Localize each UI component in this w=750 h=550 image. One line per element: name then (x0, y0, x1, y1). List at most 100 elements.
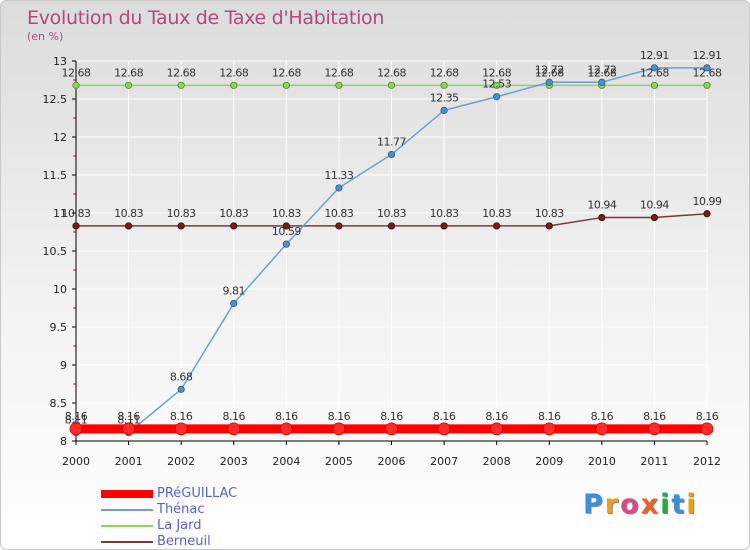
data-point-preguillac (700, 422, 714, 436)
x-tick-label: 2005 (325, 455, 353, 468)
data-point-thenac (703, 64, 711, 72)
label-layer: 8.16 8.16 8.16 8.16 8.16 8.16 8.16 8.16 8.16 8.16… (62, 49, 723, 427)
data-label-berneuil: 10.94 (640, 199, 669, 212)
legend-swatch-thenac (101, 509, 153, 511)
data-label-berneuil: 10.83 (62, 207, 91, 220)
data-point-preguillac (174, 422, 188, 436)
data-point-la-jard (282, 81, 290, 89)
data-point-la-jard (440, 81, 448, 89)
data-point-thenac (545, 78, 553, 86)
data-point-thenac (230, 299, 238, 308)
legend-swatch-la-jard (101, 525, 153, 527)
data-label-berneuil: 10.83 (167, 207, 196, 220)
brand-letter: x (640, 489, 661, 520)
chart-subtitle: (en %) (27, 30, 64, 43)
data-label-la-jard: 12.68 (377, 66, 406, 79)
data-point-la-jard (493, 81, 501, 89)
data-point-berneuil (598, 213, 606, 222)
brand-letter: t (671, 489, 687, 520)
grid-layer (75, 60, 708, 442)
data-point-la-jard (177, 81, 185, 89)
data-point-preguillac (595, 422, 609, 436)
y-tick-label: 13 (53, 55, 67, 68)
data-point-preguillac (648, 422, 661, 436)
data-point-preguillac (69, 422, 83, 436)
data-label-preguillac: 8.16 (223, 410, 246, 423)
data-point-thenac (598, 78, 606, 86)
x-tick-label: 2003 (220, 455, 248, 468)
legend-label-thenac: Thénac (157, 502, 205, 517)
legend-label-preguillac: PRéGUILLAC (157, 486, 238, 501)
x-tick-label: 2009 (535, 455, 563, 468)
data-label-berneuil: 10.83 (324, 207, 353, 220)
data-label-preguillac: 8.16 (485, 410, 508, 423)
data-label-berneuil: 10.83 (430, 207, 459, 220)
data-label-preguillac: 8.16 (643, 410, 666, 423)
data-point-preguillac (332, 422, 346, 436)
data-point-la-jard (72, 81, 80, 89)
brand-letter: i (660, 489, 672, 520)
data-label-la-jard: 12.68 (640, 66, 669, 79)
data-point-la-jard (230, 81, 238, 89)
data-point-berneuil (177, 222, 185, 230)
y-tick-label: 11 (53, 207, 67, 220)
data-point-berneuil (387, 222, 396, 230)
data-point-preguillac (490, 422, 504, 436)
y-tick-label: 11.5 (43, 169, 68, 182)
x-tick-label: 2007 (430, 455, 458, 468)
data-point-preguillac (385, 422, 398, 436)
data-point-thenac (440, 106, 448, 115)
data-label-thenac: 11.77 (377, 135, 406, 148)
x-tick-label: 2012 (693, 455, 721, 468)
data-point-preguillac (542, 422, 556, 436)
data-point-berneuil (282, 222, 290, 230)
data-label-thenac: 12.91 (693, 49, 722, 62)
data-label-thenac: 12.91 (640, 49, 669, 62)
y-tick-label: 12.5 (43, 93, 68, 106)
legend-swatch-berneuil (101, 541, 153, 543)
data-label-berneuil: 10.83 (535, 207, 564, 220)
brand-letter: P (583, 489, 605, 520)
chart-title: Evolution du Taux de Taxe d'Habitation (27, 7, 385, 29)
y-tick-label: 9 (60, 359, 67, 372)
data-point-la-jard (335, 81, 343, 89)
data-label-berneuil: 10.99 (693, 195, 722, 208)
data-label-preguillac: 8.16 (328, 410, 351, 423)
data-label-preguillac: 8.16 (433, 410, 456, 423)
brand-letter: i (686, 489, 698, 520)
data-label-preguillac: 8.16 (275, 410, 298, 423)
data-point-la-jard (650, 81, 659, 89)
data-point-thenac (282, 240, 290, 248)
legend-swatch-preguillac (101, 490, 153, 498)
legend-label-la-jard: La Jard (157, 518, 202, 533)
data-label-thenac: 8.11 (65, 414, 88, 427)
data-point-la-jard (124, 81, 133, 89)
data-label-berneuil: 10.83 (377, 207, 406, 220)
data-point-berneuil (335, 222, 343, 230)
data-point-thenac (493, 93, 501, 101)
data-point-la-jard (703, 81, 711, 89)
data-label-la-jard: 12.68 (535, 66, 564, 79)
data-label-thenac: 10.59 (272, 225, 301, 238)
data-label-la-jard: 12.68 (324, 66, 353, 79)
data-point-la-jard (387, 81, 396, 89)
data-label-berneuil: 10.83 (482, 207, 511, 220)
data-label-la-jard: 12.68 (62, 66, 91, 79)
series-layer (69, 64, 714, 437)
data-label-la-jard: 12.68 (219, 66, 248, 79)
data-label-thenac: 8.11 (117, 414, 140, 427)
data-point-thenac (335, 184, 343, 192)
data-label-thenac: 12.35 (430, 91, 459, 104)
data-label-la-jard: 12.68 (482, 66, 511, 79)
data-point-preguillac (279, 422, 293, 436)
data-label-la-jard: 12.68 (693, 66, 722, 79)
data-label-la-jard: 12.68 (114, 66, 143, 79)
data-label-preguillac: 8.16 (170, 410, 193, 423)
data-label-preguillac: 8.16 (538, 410, 561, 423)
data-point-berneuil (72, 222, 80, 230)
data-label-preguillac: 8.16 (591, 410, 614, 423)
data-point-thenac (387, 150, 396, 159)
data-label-thenac: 12.53 (482, 78, 511, 91)
proxiti-logo: Proxiti (583, 489, 698, 520)
